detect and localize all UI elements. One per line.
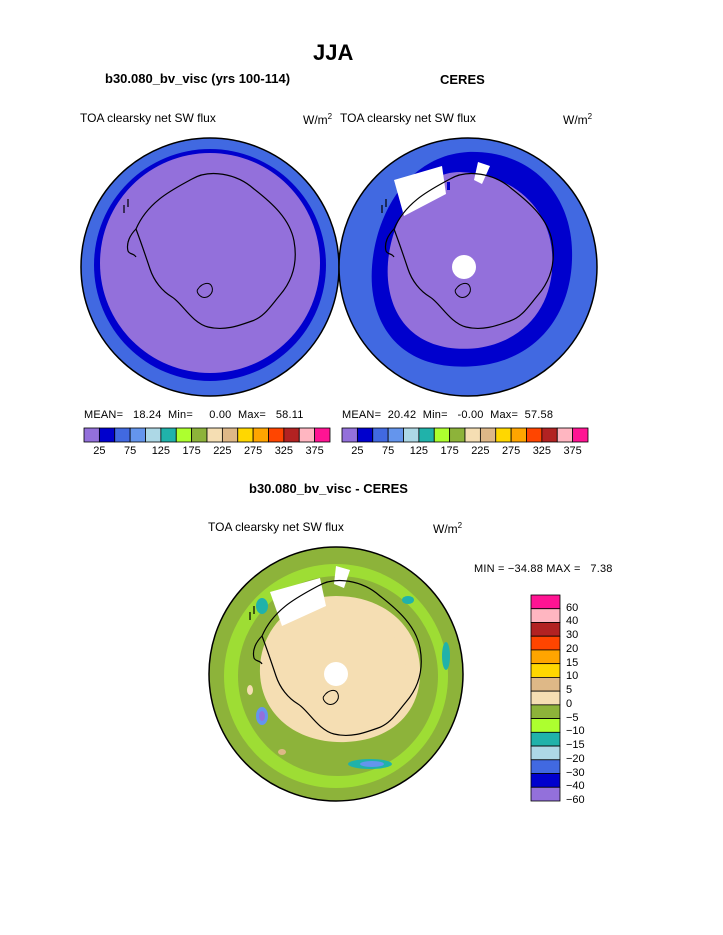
panel1-colorbar-tick-label: 25 — [93, 445, 106, 457]
panel2-colorbar-box — [387, 427, 404, 443]
panel1-colorbar-box — [268, 427, 285, 443]
difference-colorbar-label: −5 — [566, 711, 579, 724]
panel1-colorbar-box — [237, 427, 254, 443]
difference-colorbar-box — [530, 690, 561, 706]
difference-colorbar-label: −10 — [566, 725, 585, 738]
panel2-colorbar-tick-label: 375 — [563, 445, 582, 457]
panel2-stats: MEAN= 20.42 Min= -0.00 Max= 57.58 — [342, 409, 554, 421]
panel1-colorbar-tick-label: 75 — [124, 445, 137, 457]
panel2-colorbar-tick-label: 25 — [351, 445, 364, 457]
difference-colorbar-label: 10 — [566, 670, 579, 683]
panel2-colorbar-box — [372, 427, 389, 443]
panel2-colorbar-box — [449, 427, 466, 443]
panel2-colorbar-box — [464, 427, 481, 443]
difference-colorbar-box — [530, 786, 561, 802]
difference-colorbar-label: −20 — [566, 752, 585, 765]
difference-colorbar-box — [530, 718, 561, 733]
panel2-colorbar-box — [541, 427, 558, 443]
panel2-variable: TOA clearsky net SW flux — [340, 111, 476, 125]
difference-colorbar-label: 0 — [566, 697, 573, 710]
difference-colorbar-label: 40 — [566, 615, 579, 628]
difference-colorbar-box — [530, 759, 561, 774]
panel1-colorbar-box — [98, 427, 116, 443]
panel1-colorbar-tick-label: 175 — [182, 445, 201, 457]
panel2-colorbar — [341, 427, 589, 443]
panel2-colorbar-box — [356, 427, 374, 443]
difference-colorbar-box — [530, 773, 561, 788]
panel1-variable: TOA clearsky net SW flux — [80, 111, 216, 125]
difference-map — [208, 546, 464, 802]
panel2-colorbar-box — [433, 427, 451, 443]
panel1-colorbar-tick-label: 275 — [243, 445, 263, 457]
panel1-colorbar-box — [221, 427, 239, 443]
panel1-case-label: b30.080_bv_visc (yrs 100-114) — [105, 71, 291, 86]
panel1-colorbar-box — [191, 427, 208, 443]
difference-case-label: b30.080_bv_visc - CERES — [249, 481, 408, 496]
panel2-map — [338, 137, 598, 397]
difference-colorbar-box — [530, 649, 561, 665]
difference-units: W/m2 — [433, 521, 463, 536]
panel1-colorbar-box — [283, 427, 300, 443]
difference-colorbar-label: 20 — [566, 642, 579, 655]
panel1-colorbar-tick-label: 225 — [213, 445, 232, 457]
difference-colorbar-box — [530, 622, 561, 637]
panel1-stats: MEAN= 18.24 Min= 0.00 Max= 58.11 — [84, 409, 304, 421]
difference-colorbar-label: 15 — [566, 656, 579, 669]
panel1-colorbar-box — [314, 427, 331, 443]
panel1-colorbar-box — [83, 427, 100, 443]
panel2-colorbar-box — [510, 427, 527, 443]
panel1-colorbar-box — [298, 427, 316, 443]
difference-colorbar-box — [530, 635, 561, 651]
difference-colorbar-box — [530, 663, 561, 678]
panel2-colorbar-box — [572, 427, 589, 443]
panel2-colorbar-box — [556, 427, 574, 443]
panel1-colorbar-tick-label: 375 — [305, 445, 324, 457]
panel1-colorbar-box — [160, 427, 177, 443]
difference-colorbar-label: 30 — [566, 629, 579, 642]
panel1-units: W/m2 — [303, 112, 333, 127]
panel1-colorbar-box — [175, 427, 193, 443]
figure-title: JJA — [313, 40, 354, 65]
panel1-colorbar-box — [129, 427, 146, 443]
panel2-colorbar-tick-label: 75 — [382, 445, 395, 457]
panel2-units: W/m2 — [563, 112, 593, 127]
difference-colorbar-label: −15 — [566, 739, 585, 752]
difference-colorbar-label: −40 — [566, 780, 585, 793]
panel2-colorbar-box — [479, 427, 497, 443]
panel1-colorbar-box — [206, 427, 223, 443]
difference-colorbar-label: 5 — [566, 684, 573, 697]
panel1-colorbar-box — [114, 427, 131, 443]
panel2-colorbar-tick-label: 125 — [409, 445, 429, 457]
panel2-colorbar-box — [418, 427, 435, 443]
panel2-colorbar-tick-label: 175 — [440, 445, 459, 457]
panel1-colorbar-tick-label: 325 — [274, 445, 294, 457]
panel1-colorbar-box — [252, 427, 269, 443]
panel2-colorbar-box — [341, 427, 358, 443]
difference-colorbar — [530, 594, 561, 802]
difference-colorbar-label: −60 — [566, 794, 585, 806]
panel1-colorbar-tick-label: 125 — [151, 445, 171, 457]
difference-colorbar-box — [530, 594, 561, 610]
panel1-colorbar-box — [145, 427, 162, 443]
panel1-map — [80, 137, 340, 397]
difference-colorbar-box — [530, 731, 561, 747]
difference-colorbar-box — [530, 745, 561, 761]
difference-colorbar-box — [530, 608, 561, 623]
panel2-colorbar-tick-label: 275 — [501, 445, 521, 457]
difference-colorbar-label: 60 — [566, 601, 579, 614]
panel1-colorbar — [83, 427, 331, 443]
panel2-case-label: CERES — [440, 72, 485, 87]
panel2-colorbar-tick-label: 325 — [532, 445, 552, 457]
difference-variable: TOA clearsky net SW flux — [208, 520, 344, 534]
panel2-colorbar-box — [495, 427, 512, 443]
difference-minmax: MIN = −34.88 MAX = 7.38 — [474, 563, 613, 575]
difference-colorbar-box — [530, 677, 561, 692]
difference-colorbar-label: −30 — [566, 766, 585, 779]
panel2-colorbar-tick-label: 225 — [471, 445, 490, 457]
difference-colorbar-box — [530, 704, 561, 719]
panel2-colorbar-box — [403, 427, 420, 443]
panel2-colorbar-box — [526, 427, 543, 443]
